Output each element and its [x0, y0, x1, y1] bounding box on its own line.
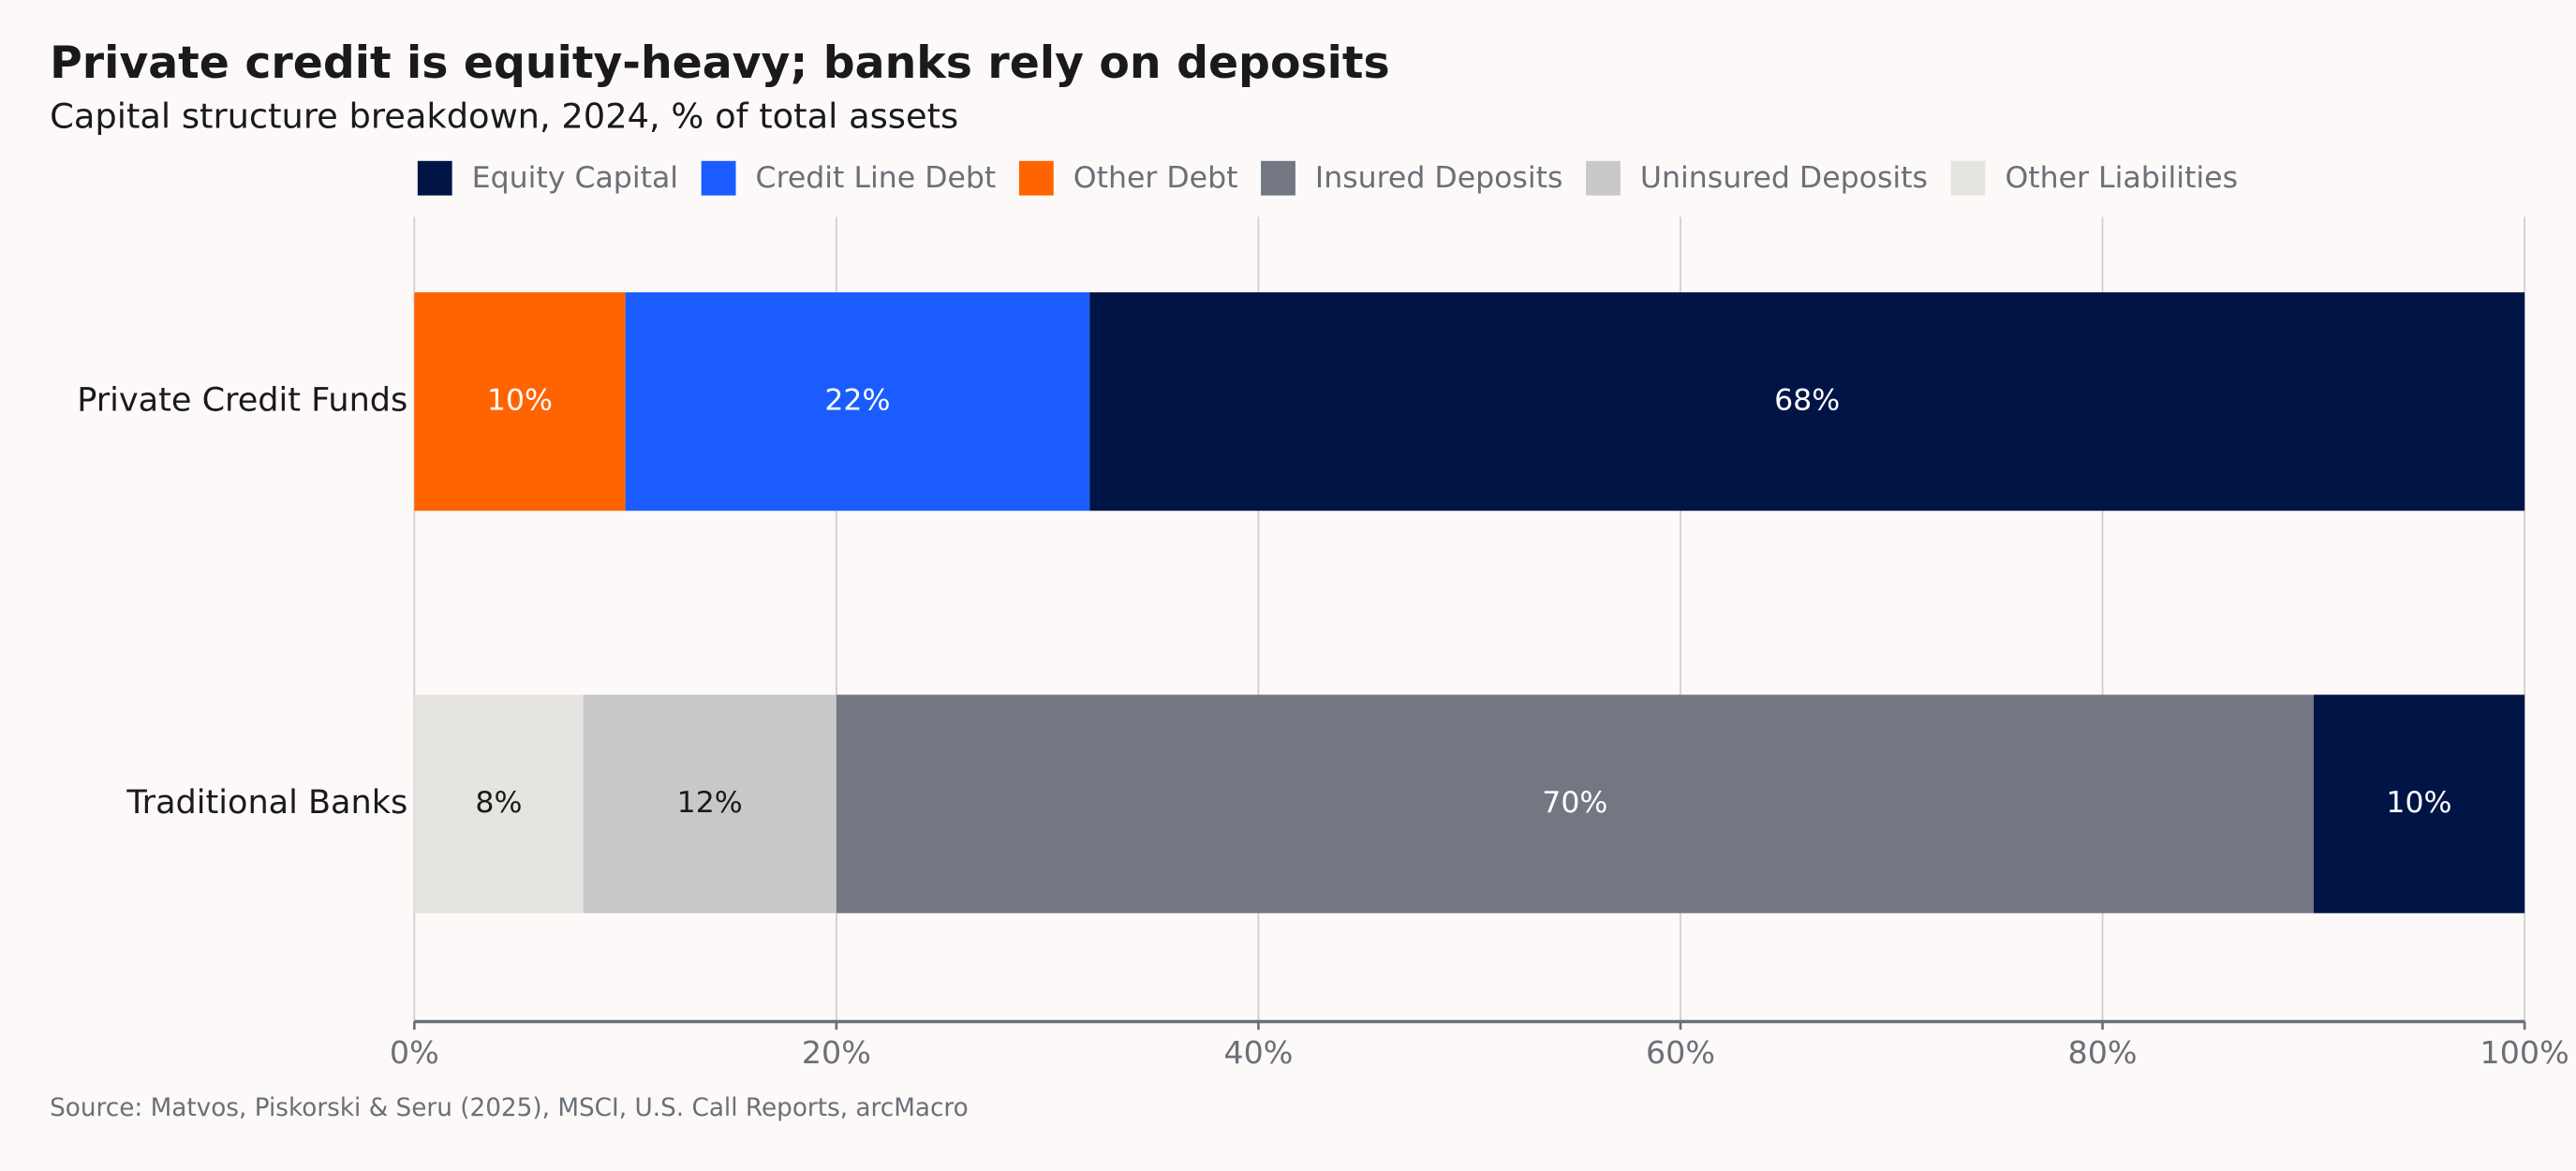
x-tick-label: 40%: [1223, 1034, 1293, 1071]
axes: 0% 20% 40% 60% 80% 100% Private Credit Funds Tr…: [77, 381, 2569, 1071]
value-label: 10%: [487, 384, 553, 418]
x-tick-label: 100%: [2480, 1034, 2569, 1071]
bar-segment: [625, 292, 1090, 511]
legend-label: Other Debt: [1073, 161, 1238, 195]
legend-label: Credit Line Debt: [756, 161, 997, 195]
legend-swatch: [1950, 160, 1986, 196]
legend-label: Other Liabilities: [2005, 161, 2238, 195]
value-label: 10%: [2386, 786, 2451, 820]
value-label: 70%: [1542, 786, 1607, 820]
chart-title: Private credit is equity-heavy; banks re…: [50, 37, 1390, 89]
y-tick-label: Traditional Banks: [126, 783, 407, 822]
bar-segment: [583, 694, 836, 913]
x-tick-label: 80%: [2068, 1034, 2138, 1071]
value-label: 8%: [475, 786, 522, 820]
legend-swatch: [701, 160, 736, 196]
value-label: 68%: [1774, 384, 1840, 418]
value-label: 12%: [677, 786, 743, 820]
value-label: 22%: [824, 384, 890, 418]
legend-label: Equity Capital: [472, 161, 678, 195]
bar-segment: [2313, 694, 2525, 913]
chart-subtitle: Capital structure breakdown, 2024, % of …: [50, 96, 958, 137]
legend-swatch: [1018, 160, 1054, 196]
bar-segment: [414, 694, 584, 913]
source-note: Source: Matvos, Piskorski & Seru (2025),…: [50, 1094, 969, 1122]
legend-label: Insured Deposits: [1315, 161, 1563, 195]
legend-swatch: [417, 160, 452, 196]
legend-label: Uninsured Deposits: [1640, 161, 1928, 195]
x-tick-label: 20%: [802, 1034, 871, 1071]
x-tick-label: 60%: [1646, 1034, 1715, 1071]
bar-segment: [414, 292, 626, 511]
legend: Equity Capital Credit Line Debt Other Debt…: [417, 160, 2238, 196]
bar-segment: [836, 694, 2314, 913]
bar-segment: [1089, 292, 2525, 511]
legend-swatch: [1586, 160, 1621, 196]
x-tick-label: 0%: [390, 1034, 439, 1071]
y-tick-label: Private Credit Funds: [77, 381, 407, 420]
legend-swatch: [1261, 160, 1295, 196]
bars: 10% 22% 68% 8% 12% 70% 10%: [414, 292, 2525, 913]
